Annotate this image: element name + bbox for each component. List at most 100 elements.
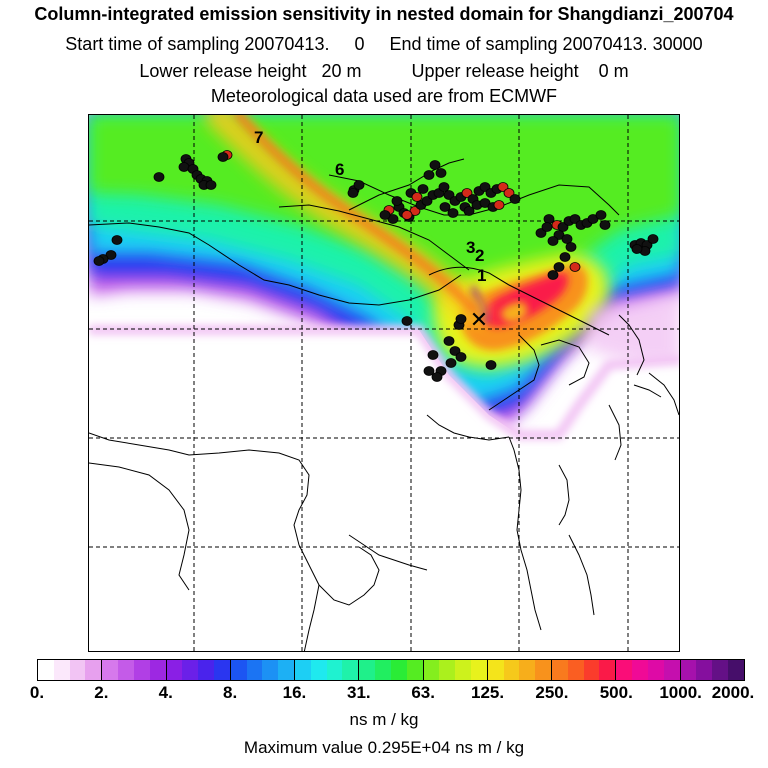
colorbar-swatch [712,660,728,680]
sensitivity-field [89,115,679,651]
colorbar-swatch [278,660,295,680]
sampling-time-line: Start time of sampling 20070413. 0 End t… [65,34,703,54]
colorbar-swatch [583,660,600,680]
trajectory-point [427,350,439,360]
trajectory-point [569,262,581,272]
colorbar-tick-label: 1000. [659,683,702,702]
trajectory-point [455,314,467,324]
trajectory-point [557,222,569,232]
colorbar-swatch [246,660,263,680]
colorbar-tick-label: 8. [222,683,238,702]
colorbar-swatch [727,660,744,680]
trajectory-point [461,188,473,198]
coastline-layer [89,158,679,651]
trajectory-point [421,196,433,206]
trajectory-point [217,152,229,162]
colorbar-swatch [53,660,70,680]
colorbar-swatch [118,660,134,680]
colorbar-swatch [519,660,536,680]
colorbar-tick-label: 0. [29,683,45,702]
trajectory-point [411,192,423,202]
trajectory-label-1: 1 [477,266,486,285]
colorbar-swatch [310,660,327,680]
colorbar-swatch [680,660,697,680]
colorbar-swatch [439,660,456,680]
trajectory-point [423,170,435,180]
trajectory-point [547,236,559,246]
max-value-label: Maximum value 0.295E+04 ns m / kg [243,738,525,757]
colorbar-swatch [455,660,471,680]
trajectory-label-7: 7 [254,128,263,147]
trajectory-point [379,210,391,220]
trajectory-label-2: 2 [475,246,484,265]
trajectory-point [449,346,461,356]
colorbar-swatch [390,660,407,680]
trajectory-point [439,202,451,212]
colorbar-swatch [69,660,86,680]
colorbar-swatch [503,660,520,680]
trajectory-point [443,190,455,200]
colorbar-swatch [342,660,360,680]
trajectory-point [347,188,359,198]
trajectory-point [445,358,457,368]
trajectory-point [463,206,475,216]
colorbar-tick-label: 250. [535,683,569,702]
trajectory-point [111,235,123,245]
colorbar-swatch [599,660,617,680]
colorbar-swatch [85,660,103,680]
trajectory-point [391,196,403,206]
trajectory-point [153,172,165,182]
colorbar-swatch [375,660,391,680]
colorbar-tick-label: 4. [158,683,173,702]
trajectory-label-3: 3 [466,238,475,257]
trajectory-point [429,160,441,170]
release-height-line: Lower release height 20 m Upper release … [139,61,629,81]
colorbar-swatch [696,660,713,680]
trajectory-point [423,366,435,376]
trajectory-labels: 7 6 3 2 1 [254,128,486,285]
trajectory-point [93,256,105,266]
map-canvas: 7 6 3 2 1 ✕ [89,115,679,651]
trajectory-point [497,182,509,192]
colorbar-tick-label: 31. [346,683,371,702]
colorbar-swatch [133,660,150,680]
colorbar-swatch [359,660,376,680]
colorbar-swatch [326,660,343,680]
colorbar-legend [37,659,745,681]
colorbar-swatch [423,660,440,680]
emission-sensitivity-map: 7 6 3 2 1 ✕ [88,114,680,652]
colorbar-swatch [230,660,247,680]
trajectory-point [561,234,573,244]
colorbar-swatch [487,660,504,680]
trajectory-point [631,244,643,254]
legend-unit-label: ns m / kg [349,710,419,729]
colorbar-swatch [535,660,552,680]
colorbar-swatch [663,660,681,680]
colorbar-swatch [647,660,664,680]
trajectory-point [553,262,565,272]
trajectory-point [599,220,611,230]
trajectory-point [503,188,515,198]
trajectory-point [431,372,443,382]
colorbar-swatch [567,660,584,680]
colorbar-swatch [616,660,633,680]
trajectory-point [178,162,190,172]
trajectory-point [559,252,571,262]
trajectory-point [535,228,547,238]
colorbar-tick-label: 63. [411,683,435,702]
trajectory-point [401,316,413,326]
trajectory-point [547,270,559,280]
colorbar-tick-label: 125. [470,683,505,702]
page-title: Column-integrated emission sensitivity i… [34,4,734,24]
colorbar-swatch [406,660,424,680]
colorbar-swatch [295,660,311,680]
colorbar-swatch [198,660,214,680]
trajectory-point [455,352,467,362]
trajectory-point [417,184,429,194]
trajectory-point [435,168,447,178]
trajectory-point [541,222,553,232]
colorbar-swatch [552,660,568,680]
colorbar-swatch [182,660,199,680]
colorbar-tick-label: 2000. [711,683,755,702]
receptor-marker-icon: ✕ [470,308,488,333]
